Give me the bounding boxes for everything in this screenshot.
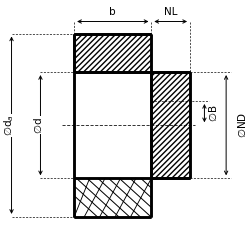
Text: $\emptyset$ND: $\emptyset$ND: [236, 112, 248, 138]
Polygon shape: [74, 34, 152, 72]
Text: b: b: [110, 7, 116, 17]
Text: $\emptyset$d: $\emptyset$d: [32, 117, 44, 134]
Text: NL: NL: [164, 7, 177, 17]
Text: $\emptyset$d$_a$: $\emptyset$d$_a$: [2, 114, 16, 136]
Polygon shape: [152, 72, 190, 178]
Text: $\emptyset$B: $\emptyset$B: [207, 104, 219, 122]
